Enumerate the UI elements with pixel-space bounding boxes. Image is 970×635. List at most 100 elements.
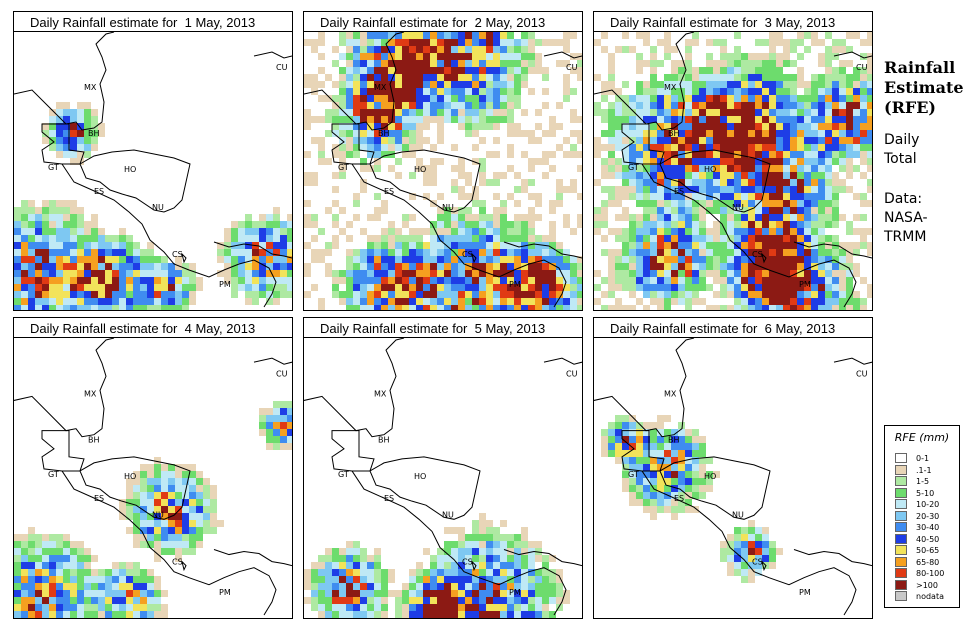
rainfall-cell: [528, 256, 535, 263]
rainfall-cell: [811, 263, 818, 270]
rainfall-cell: [706, 102, 713, 109]
rainfall-cell: [360, 284, 367, 291]
country-label: PM: [799, 588, 811, 597]
rainfall-cell: [818, 151, 825, 158]
rainfall-cell: [493, 207, 500, 214]
rainfall-cell: [811, 186, 818, 193]
rainfall-cell: [563, 60, 570, 67]
rainfall-cell: [437, 583, 444, 590]
rainfall-cell: [776, 130, 783, 137]
rainfall-cell: [500, 277, 507, 284]
rainfall-cell: [692, 137, 699, 144]
rainfall-cell: [825, 298, 832, 305]
rainfall-cell: [332, 214, 339, 221]
rainfall-cell: [35, 569, 42, 576]
rainfall-cell: [867, 74, 872, 81]
rainfall-cell: [353, 555, 360, 562]
rainfall-cell: [70, 221, 77, 228]
rainfall-cell: [311, 74, 318, 81]
rainfall-cell: [28, 277, 35, 284]
rainfall-cell: [748, 256, 755, 263]
rainfall-cell: [458, 207, 465, 214]
rainfall-cell: [28, 270, 35, 277]
rainfall-cell: [860, 137, 867, 144]
rainfall-cell: [409, 270, 416, 277]
rainfall-cell: [140, 611, 147, 618]
rainfall-cell: [332, 200, 339, 207]
rainfall-cell: [168, 298, 175, 305]
rainfall-cell: [98, 277, 105, 284]
rainfall-cell: [70, 562, 77, 569]
rainfall-cell: [402, 611, 409, 618]
rainfall-cell: [360, 562, 367, 569]
rainfall-cell: [84, 256, 91, 263]
rainfall-cell: [720, 221, 727, 228]
rainfall-cell: [49, 207, 56, 214]
rainfall-cell: [203, 478, 210, 485]
legend-swatch: [895, 464, 907, 475]
rainfall-cell: [339, 88, 346, 95]
rainfall-cell: [332, 95, 339, 102]
rainfall-cell: [395, 60, 402, 67]
rainfall-cell: [416, 102, 423, 109]
rainfall-cell: [699, 492, 706, 499]
rainfall-cell: [451, 583, 458, 590]
rainfall-cell: [266, 235, 273, 242]
rainfall-cell: [706, 88, 713, 95]
rainfall-cell: [769, 88, 776, 95]
rainfall-cell: [629, 102, 636, 109]
rainfall-cell: [657, 95, 664, 102]
rainfall-cell: [804, 186, 811, 193]
rainfall-cell: [346, 74, 353, 81]
border-line: [471, 559, 477, 572]
rainfall-cell: [493, 74, 500, 81]
rainfall-cell: [430, 235, 437, 242]
rainfall-cell: [706, 284, 713, 291]
rainfall-cell: [811, 95, 818, 102]
rainfall-cell: [535, 583, 542, 590]
rainfall-cell: [699, 158, 706, 165]
rainfall-cell: [797, 235, 804, 242]
rainfall-cell: [535, 555, 542, 562]
rainfall-cell: [818, 186, 825, 193]
rainfall-cell: [287, 277, 292, 284]
rainfall-cell: [175, 478, 182, 485]
rainfall-cell: [28, 555, 35, 562]
rainfall-cell: [238, 242, 245, 249]
rainfall-cell: [273, 422, 280, 429]
rainfall-cell: [374, 284, 381, 291]
rainfall-cell: [339, 144, 346, 151]
rainfall-cell: [63, 541, 70, 548]
rainfall-cell: [416, 39, 423, 46]
rainfall-cell: [615, 95, 622, 102]
rainfall-cell: [664, 214, 671, 221]
rainfall-cell: [98, 123, 105, 130]
border-line: [594, 32, 695, 131]
rainfall-cell: [755, 569, 762, 576]
rainfall-cell: [346, 256, 353, 263]
rainfall-cell: [818, 270, 825, 277]
rainfall-cell: [444, 74, 451, 81]
rainfall-cell: [182, 291, 189, 298]
legend-label: 30-40: [916, 523, 940, 532]
rainfall-cell: [444, 284, 451, 291]
rainfall-cell: [311, 179, 318, 186]
rainfall-cell: [346, 221, 353, 228]
rainfall-cell: [608, 263, 615, 270]
rainfall-cell: [615, 305, 622, 310]
rainfall-cell: [479, 109, 486, 116]
rainfall-cell: [140, 499, 147, 506]
rainfall-cell: [671, 102, 678, 109]
rainfall-cell: [860, 74, 867, 81]
rainfall-cell: [402, 60, 409, 67]
rainfall-cell: [720, 137, 727, 144]
rainfall-cell: [339, 604, 346, 611]
rainfall-cell: [486, 291, 493, 298]
rainfall-cell: [472, 39, 479, 46]
border-line: [351, 163, 567, 308]
rainfall-cell: [720, 207, 727, 214]
rainfall-cell: [650, 436, 657, 443]
rainfall-cell: [706, 151, 713, 158]
rainfall-cell: [486, 277, 493, 284]
rainfall-cell: [430, 249, 437, 256]
